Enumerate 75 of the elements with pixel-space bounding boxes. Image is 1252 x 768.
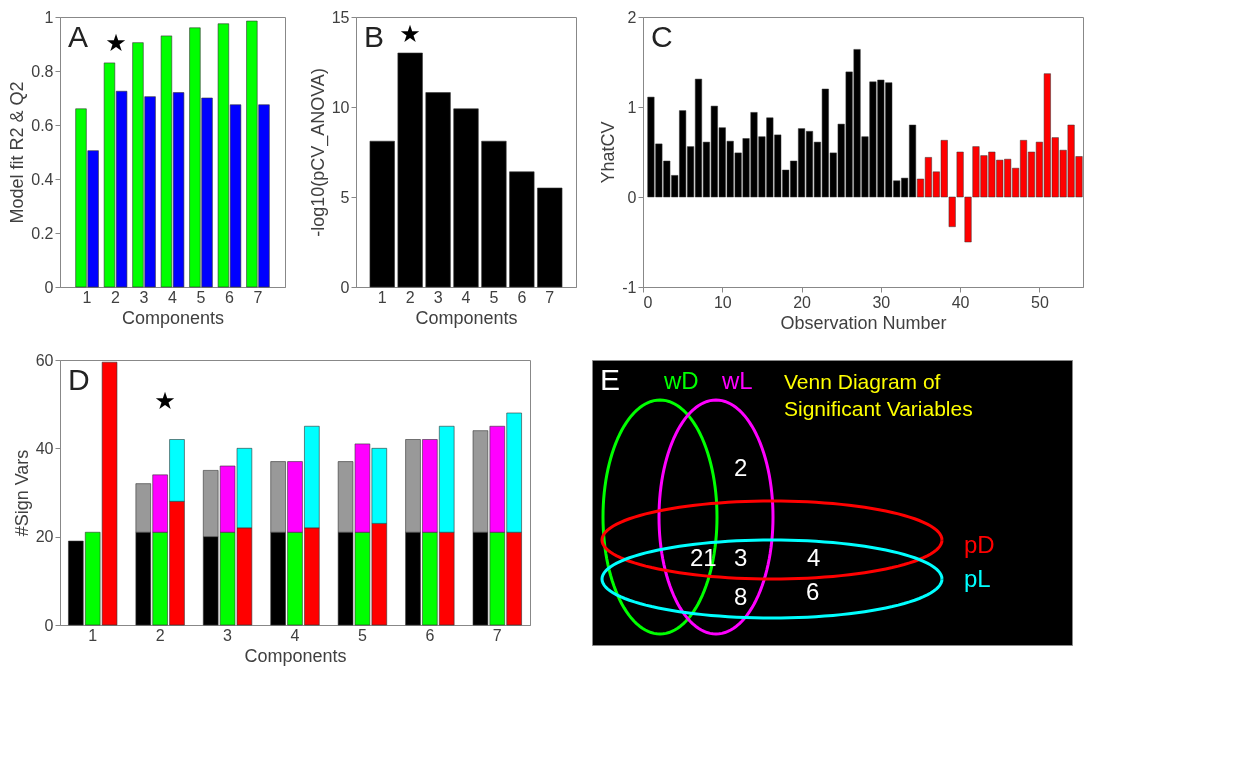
annotation: B — [364, 20, 385, 53]
annotation: ★ — [399, 20, 421, 48]
text: wL — [721, 367, 753, 394]
x-tick-label: 3 — [139, 288, 149, 306]
x-tick-label: 1 — [88, 626, 98, 644]
y-axis-title: YhatCV — [598, 121, 619, 184]
bar — [537, 187, 563, 288]
bar — [481, 140, 507, 288]
annotation: C — [651, 20, 673, 53]
y-axis-title: Model fit R2 & Q2 — [7, 81, 28, 224]
text: 8 — [734, 583, 748, 610]
x-tick-label: 1 — [82, 288, 92, 306]
y-tick-label: 40 — [35, 439, 54, 457]
bar — [509, 171, 535, 288]
x-tick-label: 2 — [111, 288, 121, 306]
y-tick-label: 10 — [331, 98, 350, 116]
text: 3 — [734, 544, 748, 571]
y-tick-label: 0 — [627, 188, 637, 206]
x-tick-label: 4 — [168, 288, 178, 306]
annotation: ★ — [105, 29, 127, 57]
annotation: ★ — [154, 387, 176, 415]
x-tick-label: 3 — [223, 626, 233, 644]
x-tick-label: 20 — [793, 293, 812, 311]
x-axis-title: Components — [244, 645, 347, 666]
text: 2 — [734, 454, 748, 481]
x-tick-label: 10 — [713, 293, 732, 311]
text: 4 — [807, 544, 821, 571]
bar — [425, 92, 451, 288]
x-tick-label: 7 — [545, 288, 555, 306]
y-tick-label: 0.6 — [31, 116, 54, 134]
x-axis-title: Components — [121, 307, 225, 328]
text: pD — [964, 531, 995, 558]
x-tick-label: 3 — [433, 288, 443, 306]
x-tick-label: 50 — [1031, 293, 1049, 311]
y-tick-label: 1 — [627, 98, 637, 116]
y-tick-label: 20 — [35, 528, 54, 546]
y-tick-label: 0.4 — [31, 170, 54, 188]
text: Venn Diagram of Significant Variables — [784, 370, 973, 420]
y-tick-label: -1 — [622, 278, 637, 296]
annotation: D — [68, 363, 90, 396]
text: E — [600, 363, 621, 396]
y-tick-label: 15 — [331, 8, 350, 26]
annotation: A — [68, 20, 89, 53]
x-tick-label: 6 — [517, 288, 527, 306]
x-tick-label: 7 — [253, 288, 263, 306]
x-axis-title: Observation Number — [780, 312, 947, 333]
x-axis-title: Components — [415, 307, 518, 328]
y-tick-label: 0.8 — [31, 62, 54, 80]
bar — [397, 52, 423, 288]
y-tick-label: 60 — [35, 351, 54, 369]
text: wD — [663, 367, 699, 394]
x-tick-label: 6 — [225, 288, 235, 306]
x-tick-label: 5 — [196, 288, 206, 306]
x-tick-label: 4 — [290, 626, 300, 644]
y-tick-label: 5 — [340, 188, 350, 206]
x-tick-label: 1 — [377, 288, 387, 306]
x-tick-label: 5 — [489, 288, 499, 306]
text: 6 — [806, 578, 820, 605]
y-tick-label: 1 — [44, 8, 54, 26]
bar — [369, 140, 395, 288]
bar — [453, 108, 479, 288]
y-tick-label: 0.2 — [31, 224, 54, 242]
x-tick-label: 4 — [461, 288, 471, 306]
y-axis-title: #Sign Vars — [11, 449, 32, 537]
x-tick-label: 2 — [405, 288, 415, 306]
x-tick-label: 30 — [872, 293, 891, 311]
y-tick-label: 2 — [627, 8, 637, 26]
x-tick-label: 2 — [155, 626, 165, 644]
x-tick-label: 7 — [492, 626, 502, 644]
x-tick-label: 5 — [357, 626, 367, 644]
x-tick-label: 6 — [425, 626, 435, 644]
x-tick-label: 0 — [643, 293, 653, 311]
y-axis-title: -log10(pCV_ANOVA) — [307, 68, 329, 237]
x-tick-label: 40 — [951, 293, 970, 311]
text: pL — [964, 565, 991, 592]
